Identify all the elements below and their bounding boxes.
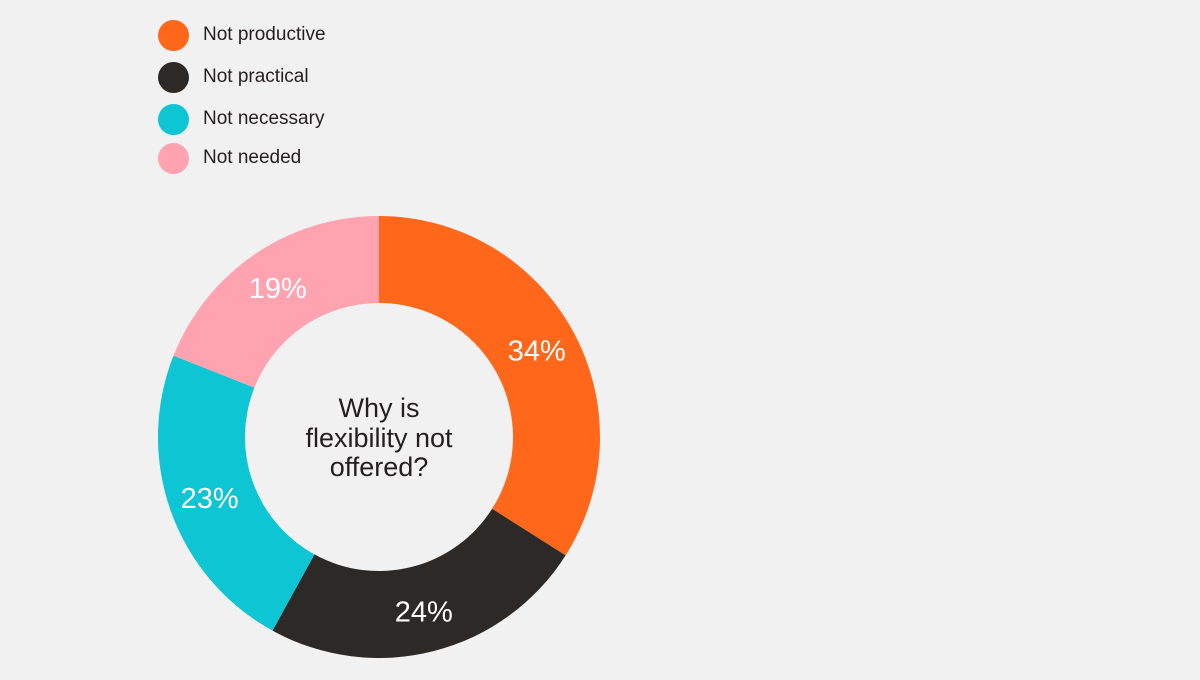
donut-slice-not-needed xyxy=(173,216,379,388)
legend-label: Not productive xyxy=(203,24,326,45)
center-text-line-3: offered? xyxy=(330,452,429,482)
slice-value-label: 19% xyxy=(249,273,307,305)
legend-label: Not needed xyxy=(203,147,302,168)
center-text-line-2: flexibility not xyxy=(305,423,453,453)
legend-label: Not practical xyxy=(203,66,309,87)
slice-value-label: 24% xyxy=(395,596,453,628)
legend-swatch xyxy=(158,61,189,93)
legend-swatch xyxy=(158,19,189,51)
legend-label: Not necessary xyxy=(203,108,325,129)
legend-item-not-practical: Not practical xyxy=(158,61,309,93)
legend-item-not-productive: Not productive xyxy=(158,19,326,51)
legend-item-not-necessary: Not necessary xyxy=(158,103,324,135)
slice-value-label: 34% xyxy=(508,335,566,367)
center-text-line-1: Why is xyxy=(339,393,420,423)
donut-slice-not-productive xyxy=(379,216,601,556)
donut-slice-not-necessary xyxy=(158,355,315,631)
legend-swatch xyxy=(158,103,189,135)
slice-value-label: 23% xyxy=(181,483,239,515)
donut-slice-not-practical xyxy=(272,508,566,659)
legend-swatch xyxy=(158,142,189,174)
legend-item-not-needed: Not needed xyxy=(158,142,301,174)
chart-legend: Not productive Not practical Not necessa… xyxy=(158,0,478,180)
